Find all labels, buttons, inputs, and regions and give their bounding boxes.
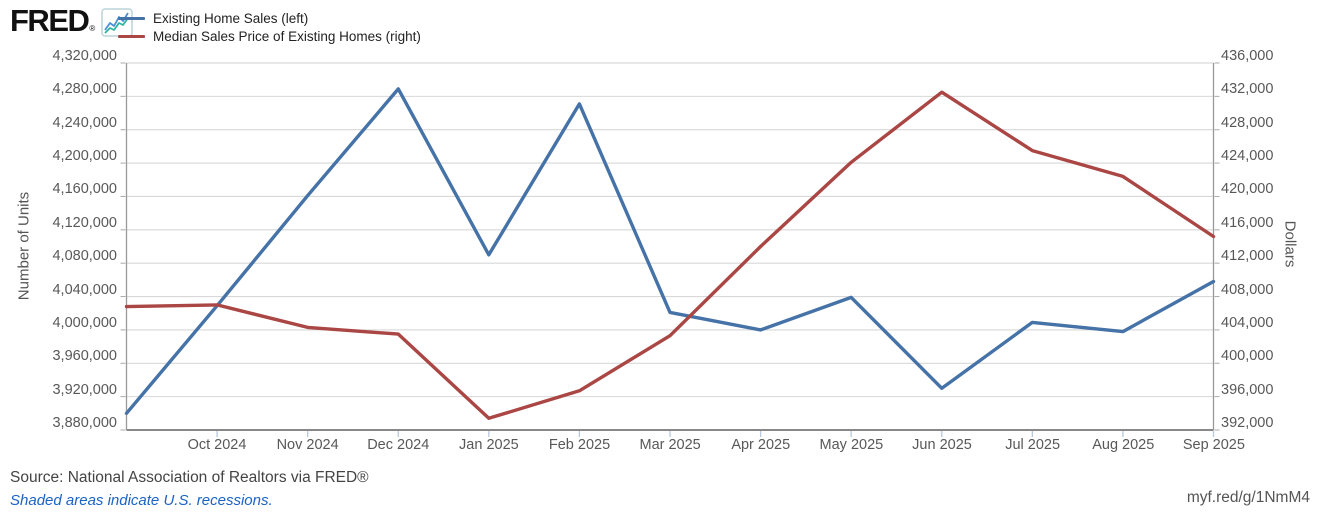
- axis-ticks: [120, 62, 1220, 437]
- left-axis-title: Number of Units: [15, 191, 33, 301]
- x-tick: Jun 2025: [912, 437, 972, 453]
- left-tick: 4,040,000: [52, 281, 117, 298]
- x-tick: Nov 2024: [276, 437, 339, 453]
- right-tick: 412,000: [1221, 248, 1274, 265]
- right-axis-title: Dollars: [1281, 220, 1299, 268]
- legend-item-median-sales-price[interactable]: Median Sales Price of Existing Homes (ri…: [118, 27, 421, 45]
- x-tick: Feb 2025: [548, 437, 611, 453]
- right-tick: 396,000: [1221, 381, 1274, 398]
- left-tick: 3,920,000: [52, 381, 117, 398]
- legend-swatch-red: [118, 34, 145, 38]
- left-tick: 4,080,000: [52, 248, 117, 265]
- existing-home-sales-line: [124, 87, 1216, 415]
- left-tick: 3,880,000: [52, 414, 117, 431]
- right-tick: 424,000: [1221, 148, 1274, 165]
- recession-note-link[interactable]: Shaded areas indicate U.S. recessions.: [10, 492, 273, 509]
- left-tick: 4,200,000: [52, 148, 117, 165]
- right-tick: 436,000: [1221, 48, 1274, 64]
- fred-logo-text: FRED: [10, 3, 90, 38]
- right-tick: 432,000: [1221, 81, 1274, 98]
- gridlines: [125, 62, 1215, 431]
- left-tick: 4,000,000: [52, 314, 117, 331]
- source-text: Source: National Association of Realtors…: [10, 469, 369, 486]
- legend-label: Median Sales Price of Existing Homes (ri…: [153, 28, 421, 44]
- right-tick: 392,000: [1221, 414, 1274, 431]
- left-tick: 4,280,000: [52, 81, 117, 98]
- x-tick: Aug 2025: [1092, 437, 1155, 453]
- fred-logo[interactable]: FRED ®: [10, 3, 134, 38]
- right-tick: 420,000: [1221, 181, 1274, 198]
- registered-mark: ®: [89, 24, 96, 33]
- x-tick: Jan 2025: [459, 437, 519, 453]
- legend-label: Existing Home Sales (left): [153, 10, 309, 26]
- right-tick: 408,000: [1221, 281, 1274, 298]
- legend: Existing Home Sales (left) Median Sales …: [118, 9, 421, 45]
- x-axis-tick-labels: Oct 2024 Nov 2024 Dec 2024 Jan 2025 Feb …: [172, 437, 1259, 453]
- right-tick: 416,000: [1221, 214, 1274, 231]
- left-tick: 4,240,000: [52, 114, 117, 131]
- left-axis-tick-labels: 4,320,000 4,280,000 4,240,000 4,200,000 …: [0, 49, 117, 431]
- x-tick: Oct 2024: [187, 437, 247, 453]
- right-tick: 400,000: [1221, 348, 1274, 365]
- x-tick: Mar 2025: [639, 437, 701, 453]
- x-tick: May 2025: [819, 437, 884, 453]
- right-axis-tick-labels: 436,000 432,000 428,000 424,000 420,000 …: [1221, 49, 1301, 431]
- left-tick: 3,960,000: [52, 348, 117, 365]
- legend-item-existing-home-sales[interactable]: Existing Home Sales (left): [118, 9, 421, 27]
- left-tick: 4,320,000: [52, 48, 117, 64]
- right-tick: 404,000: [1221, 314, 1274, 331]
- legend-swatch-blue: [118, 16, 145, 20]
- left-tick: 4,160,000: [52, 181, 117, 198]
- left-tick: 4,120,000: [52, 214, 117, 231]
- x-tick: Jul 2025: [1005, 437, 1061, 453]
- right-tick: 428,000: [1221, 114, 1274, 131]
- x-tick: Sep 2025: [1182, 437, 1245, 453]
- short-url-text: myf.red/g/1NmM4: [1186, 489, 1310, 506]
- x-tick: Dec 2024: [367, 437, 430, 453]
- median-sales-price-line: [124, 90, 1216, 420]
- x-tick: Apr 2025: [731, 437, 791, 453]
- fred-chart-icon: [101, 7, 134, 37]
